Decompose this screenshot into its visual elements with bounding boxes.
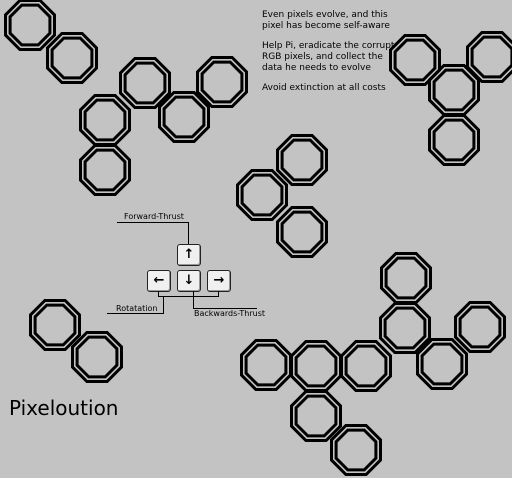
octagon-cell <box>428 114 480 166</box>
rotation-bracket-bar <box>158 296 219 297</box>
rotation-leader-drop <box>163 296 164 313</box>
rotation-label: Rotatation <box>116 304 158 313</box>
octagon-cell <box>389 34 441 86</box>
story-line-warning: Avoid extinction at all costs <box>262 83 386 93</box>
octagon-cell <box>330 424 382 476</box>
octagon-cell <box>158 91 210 143</box>
rotation-leader-line <box>107 313 164 314</box>
octagon-cell <box>4 0 56 51</box>
octagon-cell <box>29 299 81 351</box>
octagon-cell <box>379 302 431 354</box>
octagon-cell <box>416 338 468 390</box>
octagon-cell <box>240 339 292 391</box>
forward-leader-line <box>117 222 189 223</box>
rotation-bracket-left <box>158 291 159 296</box>
octagon-cell <box>340 340 392 392</box>
game-title: Pixeloution <box>9 396 119 420</box>
up-arrow-key: ↑ <box>177 244 201 266</box>
story-line-intro: Even pixels evolve, and this pixel has b… <box>262 10 390 31</box>
octagon-cell <box>236 169 288 221</box>
octagon-cell <box>290 390 342 442</box>
octagon-cell <box>119 57 171 109</box>
story-text: Even pixels evolve, and this pixel has b… <box>262 10 402 103</box>
rotation-bracket-right <box>218 291 219 296</box>
octagon-cell <box>71 331 123 383</box>
octagon-cell <box>79 144 131 196</box>
story-line-mission: Help Pi, eradicate the corrupt RGB pixel… <box>262 41 395 73</box>
forward-leader-drop <box>188 222 189 244</box>
octagon-cell <box>196 56 248 108</box>
left-arrow-key: ← <box>147 270 171 292</box>
octagon-cell <box>454 301 506 353</box>
octagon-cell <box>46 32 98 84</box>
backwards-thrust-label: Backwards-Thrust <box>194 309 266 318</box>
octagon-cell <box>276 134 328 186</box>
down-arrow-key: ↓ <box>177 270 201 292</box>
octagon-cell <box>276 206 328 258</box>
backwards-leader-line <box>193 308 257 309</box>
forward-thrust-label: Forward-Thrust <box>124 212 184 221</box>
right-arrow-key: → <box>207 270 231 292</box>
backwards-leader-drop <box>193 291 194 309</box>
